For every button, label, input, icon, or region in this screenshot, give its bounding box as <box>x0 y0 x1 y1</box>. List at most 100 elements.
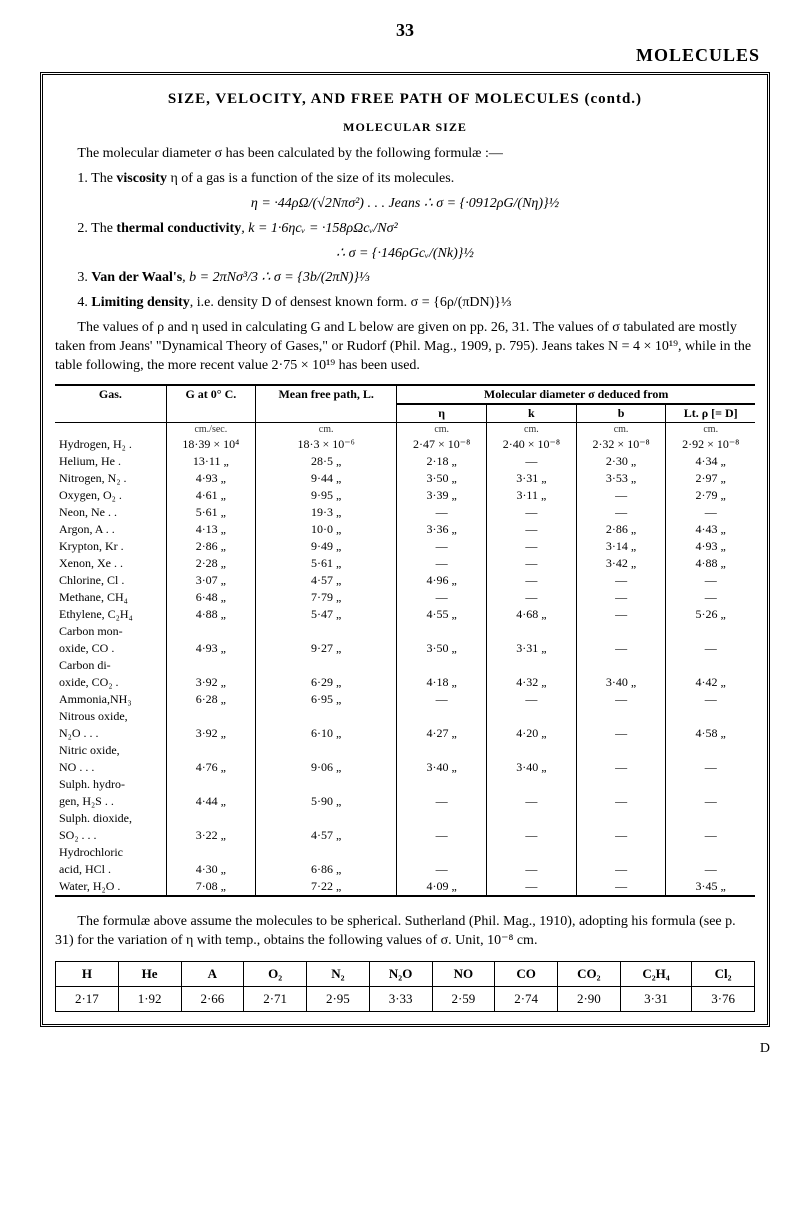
table-row: Methane, CH₄6·48 „7·79 „———— <box>55 589 755 606</box>
table-row: N₂O . . .3·92 „6·10 „4·27 „4·20 „—4·58 „ <box>55 725 755 742</box>
cell-lt: 4·88 „ <box>666 555 755 572</box>
cell-k: 3·31 „ <box>487 470 577 487</box>
cell-lt: — <box>666 572 755 589</box>
table-row: Ammonia,NH₃6·28 „6·95 „———— <box>55 691 755 708</box>
cell-b: — <box>576 572 666 589</box>
cell-b <box>576 742 666 759</box>
th-gas: Gas. <box>55 385 166 423</box>
cell-eta: 4·27 „ <box>397 725 487 742</box>
cell-k <box>487 810 577 827</box>
cell-eta <box>397 776 487 793</box>
item4-tail: , i.e. density D of densest known form. … <box>190 295 512 310</box>
cell-gas: Argon, A . . <box>55 521 166 538</box>
cell-k: 2·40 × 10⁻⁸ <box>487 436 577 453</box>
cell-eta: — <box>397 538 487 555</box>
table-row: SO₂ . . .3·22 „4·57 „———— <box>55 827 755 844</box>
table-row: oxide, CO₂ .3·92 „6·29 „4·18 „4·32 „3·40… <box>55 674 755 691</box>
cell-g <box>166 742 255 759</box>
cell-gas: Ammonia,NH₃ <box>55 691 166 708</box>
cell-mean <box>255 742 396 759</box>
cell-k: 4·20 „ <box>487 725 577 742</box>
cell-eta <box>397 810 487 827</box>
heading-molecules: MOLECULES <box>40 45 770 66</box>
item-4: 4. Limiting density, i.e. density D of d… <box>55 294 755 313</box>
cell-g: 6·48 „ <box>166 589 255 606</box>
cell-g <box>166 708 255 725</box>
cell-k <box>487 844 577 861</box>
cell-gas: NO . . . <box>55 759 166 776</box>
table-row: Chlorine, Cl .3·07 „4·57 „4·96 „——— <box>55 572 755 589</box>
cell-lt <box>666 776 755 793</box>
table-row: Carbon di- <box>55 657 755 674</box>
cell-b <box>576 623 666 640</box>
cell-lt: 4·34 „ <box>666 453 755 470</box>
cell-lt: — <box>666 691 755 708</box>
item-1: 1. The viscosity η of a gas is a functio… <box>55 170 755 189</box>
cell-eta: — <box>397 504 487 521</box>
cell-gas: Xenon, Xe . . <box>55 555 166 572</box>
table-row: Helium, He .13·11 „28·5 „2·18 „—2·30 „4·… <box>55 453 755 470</box>
cell-gas: Methane, CH₄ <box>55 589 166 606</box>
item1-bold: viscosity <box>116 171 167 186</box>
cell-eta <box>397 844 487 861</box>
small-th: A <box>181 961 244 986</box>
cell-mean: 7·22 „ <box>255 878 396 896</box>
cell-eta <box>397 742 487 759</box>
cell-gas: Water, H₂O . <box>55 878 166 896</box>
cell-mean: 9·06 „ <box>255 759 396 776</box>
cell-lt <box>666 708 755 725</box>
table-row: Oxygen, O₂ .4·61 „9·95 „3·39 „3·11 „—2·7… <box>55 487 755 504</box>
content-frame: SIZE, VELOCITY, AND FREE PATH OF MOLECUL… <box>40 72 770 1027</box>
item2-label: 2. The <box>77 221 116 236</box>
small-th: He <box>118 961 181 986</box>
small-td: 1·92 <box>118 986 181 1011</box>
cell-k: — <box>487 878 577 896</box>
cell-mean <box>255 623 396 640</box>
cell-g: 4·44 „ <box>166 793 255 810</box>
th-b: b <box>576 404 666 423</box>
cell-lt: — <box>666 589 755 606</box>
cell-mean <box>255 708 396 725</box>
cell-b: — <box>576 759 666 776</box>
cell-k: — <box>487 572 577 589</box>
small-td: 2·59 <box>432 986 495 1011</box>
cell-eta: 3·50 „ <box>397 640 487 657</box>
signature-d: D <box>40 1041 770 1057</box>
cell-g <box>166 810 255 827</box>
cell-lt <box>666 623 755 640</box>
cell-g: 6·28 „ <box>166 691 255 708</box>
cell-g: 3·22 „ <box>166 827 255 844</box>
cell-b <box>576 844 666 861</box>
unit-g: cm./sec. <box>166 422 255 436</box>
table-row: gen, H₂S . .4·44 „5·90 „———— <box>55 793 755 810</box>
cell-b: — <box>576 861 666 878</box>
cell-k: — <box>487 827 577 844</box>
item3-label: 3. <box>77 270 91 285</box>
cell-mean: 7·79 „ <box>255 589 396 606</box>
cell-k: — <box>487 538 577 555</box>
cell-g: 18·39 × 10⁴ <box>166 436 255 453</box>
cell-mean <box>255 776 396 793</box>
cell-mean: 5·47 „ <box>255 606 396 623</box>
cell-lt: 2·92 × 10⁻⁸ <box>666 436 755 453</box>
cell-mean: 28·5 „ <box>255 453 396 470</box>
cell-k: — <box>487 521 577 538</box>
cell-b: 3·53 „ <box>576 470 666 487</box>
cell-g: 5·61 „ <box>166 504 255 521</box>
cell-k: — <box>487 589 577 606</box>
cell-g <box>166 657 255 674</box>
cell-gas: Hydrogen, H₂ . <box>55 436 166 453</box>
cell-b: — <box>576 691 666 708</box>
cell-lt <box>666 742 755 759</box>
cell-gas: Carbon di- <box>55 657 166 674</box>
table-row: Xenon, Xe . .2·28 „5·61 „——3·42 „4·88 „ <box>55 555 755 572</box>
cell-mean: 6·86 „ <box>255 861 396 878</box>
cell-gas: Krypton, Kr . <box>55 538 166 555</box>
unit-k: cm. <box>487 422 577 436</box>
cell-eta <box>397 708 487 725</box>
cell-lt: — <box>666 793 755 810</box>
cell-eta: 2·18 „ <box>397 453 487 470</box>
small-th: NO <box>432 961 495 986</box>
cell-lt: — <box>666 827 755 844</box>
cell-mean: 4·57 „ <box>255 572 396 589</box>
